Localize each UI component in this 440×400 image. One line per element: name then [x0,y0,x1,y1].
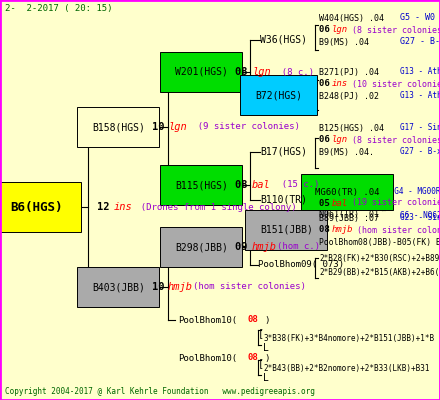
Text: B248(PJ) .02: B248(PJ) .02 [319,92,379,100]
Text: lgn: lgn [252,67,271,77]
Text: B271(PJ) .04: B271(PJ) .04 [319,68,379,76]
Text: 10: 10 [152,122,171,132]
Text: PoolBhom10(: PoolBhom10( [178,316,237,324]
Text: B17(HGS): B17(HGS) [260,147,307,157]
Text: 08: 08 [235,67,254,77]
Text: G13 - AthosS180R: G13 - AthosS180R [400,92,440,100]
Text: [: [ [258,358,264,368]
Text: 06: 06 [319,136,335,144]
Text: B298(JBB): B298(JBB) [175,242,228,252]
Text: hmjb: hmjb [168,282,193,292]
Text: 08: 08 [235,180,254,190]
Text: lgn: lgn [332,136,348,144]
Text: PoolBhom10(: PoolBhom10( [178,354,237,362]
Text: B72(HGS): B72(HGS) [255,90,302,100]
Text: W201(HGS): W201(HGS) [175,67,228,77]
Text: G17 - SinopT2R: G17 - SinopT2R [400,124,440,132]
Text: B9(MS) .04: B9(MS) .04 [319,38,369,46]
Text: B89(JBB) .07: B89(JBB) .07 [319,214,379,222]
Text: Copyright 2004-2017 @ Karl Kehrle Foundation   www.pedigreeapis.org: Copyright 2004-2017 @ Karl Kehrle Founda… [5,388,315,396]
Text: ins: ins [332,80,348,88]
Text: lgn: lgn [168,122,187,132]
Text: B158(HGS): B158(HGS) [92,122,145,132]
Text: B125(HGS) .04: B125(HGS) .04 [319,124,384,132]
Text: 12: 12 [97,202,116,212]
Text: (hom sister colonies): (hom sister colonies) [193,282,306,292]
Text: (19 sister colonies): (19 sister colonies) [347,198,440,208]
Text: B110(TR): B110(TR) [260,195,307,205]
Text: 06: 06 [319,80,335,88]
Text: 08: 08 [319,226,335,234]
Text: G4 - MG00R: G4 - MG00R [385,188,440,196]
Text: G23 - Sinop62R: G23 - Sinop62R [400,214,440,222]
Text: (10 sister colonies): (10 sister colonies) [347,80,440,88]
Text: [: [ [258,328,264,338]
Text: bal: bal [252,180,271,190]
Text: NO61(TR) .01: NO61(TR) .01 [319,210,379,220]
Text: ): ) [264,354,269,362]
Text: L: L [263,373,269,383]
Text: 08: 08 [248,316,259,324]
Text: (8 sister colonies): (8 sister colonies) [347,136,440,144]
Text: MG60(TR) .04: MG60(TR) .04 [315,188,379,196]
Text: B9(MS) .04.: B9(MS) .04. [319,148,374,156]
Text: 05: 05 [319,198,335,208]
Text: B115(HGS): B115(HGS) [175,180,228,190]
Text: 3*B38(FK)+3*B4nomore)+2*B151(JBB)+1*B: 3*B38(FK)+3*B4nomore)+2*B151(JBB)+1*B [263,334,434,342]
Text: (8 sister colonies): (8 sister colonies) [347,26,440,34]
Text: B151(JBB): B151(JBB) [260,225,313,235]
Text: (hom sister colonies): (hom sister colonies) [357,226,440,234]
Text: 10: 10 [152,282,171,292]
Text: G27 - B-xxx43: G27 - B-xxx43 [400,38,440,46]
Text: G6 - NO6294R: G6 - NO6294R [400,210,440,220]
Text: 2*B29(BB)+2*B15(AKB)+2+B6(LKB): 2*B29(BB)+2*B15(AKB)+2+B6(LKB) [319,268,440,276]
Text: hmjb: hmjb [252,242,277,252]
Text: G5 - W0: G5 - W0 [400,14,435,22]
Text: B6(HGS): B6(HGS) [10,200,62,214]
Text: PoolBhom08(JBB)-B05(FK) B17: PoolBhom08(JBB)-B05(FK) B17 [319,238,440,246]
Text: (hom c.): (hom c.) [277,242,320,252]
Text: 2-  2-2017 ( 20: 15): 2- 2-2017 ( 20: 15) [5,4,113,12]
Text: 09: 09 [235,242,254,252]
Text: 2*B43(BB)+2*B2nomore)+2*B33(LKB)+B31: 2*B43(BB)+2*B2nomore)+2*B33(LKB)+B31 [263,364,429,372]
Text: G13 - AthosS180R: G13 - AthosS180R [400,68,440,76]
Text: (Drones from 1 single colony): (Drones from 1 single colony) [130,202,297,212]
Text: ins: ins [114,202,133,212]
Text: 08: 08 [248,354,259,362]
Text: 2*B28(FK)+2*B30(RSC)+2+B89(J): 2*B28(FK)+2*B30(RSC)+2+B89(J) [319,254,440,262]
Text: B403(JBB): B403(JBB) [92,282,145,292]
Text: hmjb: hmjb [332,226,353,234]
Text: W404(HGS) .04: W404(HGS) .04 [319,14,384,22]
Text: W36(HGS): W36(HGS) [260,35,307,45]
Text: 06: 06 [319,26,335,34]
Text: (9 sister colonies): (9 sister colonies) [187,122,300,132]
Text: L: L [263,343,269,353]
Text: (15 c.): (15 c.) [271,180,319,190]
Text: lgn: lgn [332,26,348,34]
Text: (8 c.): (8 c.) [271,68,314,76]
Text: ): ) [264,316,269,324]
Text: bal: bal [332,198,348,208]
Text: G27 - B-xxx43: G27 - B-xxx43 [400,148,440,156]
Text: PoolBhom09( 073): PoolBhom09( 073) [258,260,344,270]
